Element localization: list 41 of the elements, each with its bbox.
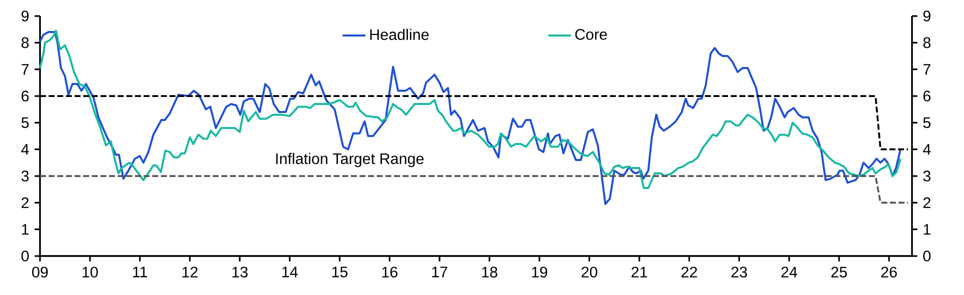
x-tick-label: 16 (382, 266, 398, 278)
x-tick-label: 23 (731, 266, 747, 278)
x-tick-label: 18 (482, 266, 498, 278)
x-tick-label: 24 (781, 266, 798, 278)
y-tick-label: 7 (22, 64, 29, 75)
y-tick-label: 8 (22, 37, 29, 48)
y-tick-label: 2 (22, 197, 29, 208)
x-tick-label: 14 (282, 266, 298, 278)
x-tick-label: 19 (532, 266, 548, 278)
x-tick-label: 15 (332, 266, 348, 278)
annotation: Inflation Target Range (276, 152, 424, 168)
x-tick-label: 20 (582, 266, 598, 278)
y-tick-label: 3 (21, 170, 29, 182)
y-tick-label: 9 (22, 10, 29, 22)
y2-tick-label: 1 (924, 224, 930, 235)
x-tick-label: 11 (133, 266, 148, 278)
legend-label: Core (575, 29, 607, 40)
x-tick-label: 12 (182, 266, 198, 278)
y2-tick-label: 2 (923, 197, 930, 208)
y2-tick-label: 9 (923, 10, 930, 22)
y2-tick-label: 4 (923, 144, 931, 155)
x-tick-label: 10 (82, 266, 98, 278)
legend-label: Headline (370, 28, 429, 40)
y2-tick-label: 3 (923, 170, 930, 182)
y2-tick-label: 0 (923, 250, 931, 262)
y-tick-label: 4 (21, 144, 29, 155)
y-tick-label: 6 (22, 90, 29, 102)
y-tick-label: 0 (21, 250, 29, 262)
y2-tick-label: 8 (923, 37, 930, 48)
x-tick-label: 13 (232, 266, 248, 278)
x-tick-label: 26 (881, 266, 897, 278)
y2-tick-label: 6 (923, 90, 930, 102)
x-tick-label: 09 (32, 266, 48, 278)
y2-tick-label: 7 (923, 64, 930, 75)
x-tick-label: 25 (831, 266, 847, 278)
y-tick-label: 5 (21, 117, 29, 128)
x-tick-label: 21 (632, 266, 648, 278)
y2-tick-label: 5 (923, 117, 930, 128)
x-tick-label: 22 (682, 266, 697, 278)
y-tick-label: 1 (22, 224, 29, 235)
x-tick-label: 17 (432, 266, 448, 278)
